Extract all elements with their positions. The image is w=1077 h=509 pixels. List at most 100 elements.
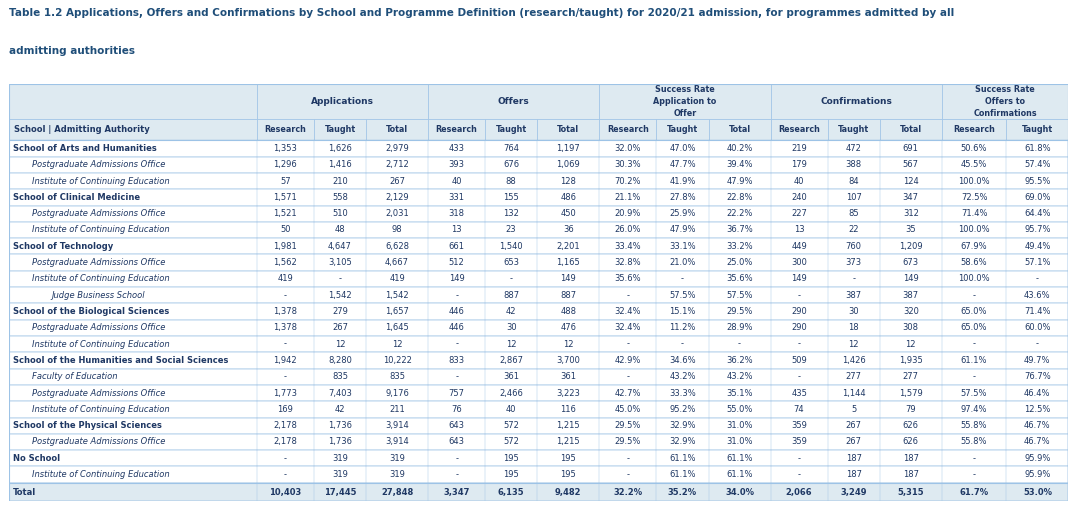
Text: 32.8%: 32.8% [615, 258, 641, 267]
Text: Institute of Continuing Education: Institute of Continuing Education [32, 470, 169, 479]
Text: 1,209: 1,209 [899, 242, 923, 251]
Text: 472: 472 [845, 144, 862, 153]
Text: Total: Total [557, 125, 579, 134]
Bar [256, 84, 428, 119]
Text: School | Admitting Authority: School | Admitting Authority [14, 125, 150, 134]
Text: 43.6%: 43.6% [1024, 291, 1051, 300]
Text: School of Technology: School of Technology [13, 242, 113, 251]
Text: 35: 35 [906, 225, 917, 235]
Text: 34.0%: 34.0% [725, 488, 754, 497]
Text: 6,135: 6,135 [498, 488, 524, 497]
Text: 61.8%: 61.8% [1024, 144, 1051, 153]
Text: 34.6%: 34.6% [669, 356, 696, 365]
Text: 128: 128 [560, 177, 576, 186]
Text: 48: 48 [335, 225, 346, 235]
Bar [9, 254, 1068, 271]
Text: Faculty of Education: Faculty of Education [32, 372, 117, 381]
Text: 33.2%: 33.2% [726, 242, 753, 251]
Bar [9, 119, 256, 140]
Bar [9, 336, 1068, 352]
Text: 211: 211 [389, 405, 405, 414]
Text: 17,445: 17,445 [324, 488, 356, 497]
Text: 277: 277 [903, 372, 919, 381]
Text: 53.0%: 53.0% [1023, 488, 1052, 497]
Text: 40: 40 [451, 177, 462, 186]
Text: -: - [338, 274, 341, 284]
Text: Applications: Applications [311, 97, 374, 106]
Text: 12: 12 [506, 340, 517, 349]
Text: 290: 290 [792, 323, 807, 332]
Text: Taught: Taught [1022, 125, 1053, 134]
Text: 12.5%: 12.5% [1024, 405, 1050, 414]
Text: 387: 387 [903, 291, 919, 300]
Text: 1,165: 1,165 [557, 258, 581, 267]
Text: -: - [681, 274, 684, 284]
Text: 32.9%: 32.9% [669, 437, 696, 446]
Text: 764: 764 [503, 144, 519, 153]
Text: 71.4%: 71.4% [1024, 307, 1050, 316]
Text: Institute of Continuing Education: Institute of Continuing Education [32, 340, 169, 349]
Text: 64.4%: 64.4% [1024, 209, 1050, 218]
Text: Research: Research [436, 125, 477, 134]
Text: Confirmations: Confirmations [974, 108, 1037, 118]
Text: 887: 887 [560, 291, 576, 300]
Bar [9, 222, 1068, 238]
Text: 1,579: 1,579 [899, 388, 923, 398]
Text: -: - [681, 340, 684, 349]
Text: Offer: Offer [673, 108, 697, 118]
Text: 88: 88 [506, 177, 517, 186]
Text: 435: 435 [792, 388, 807, 398]
Text: 320: 320 [903, 307, 919, 316]
Text: 1,736: 1,736 [328, 421, 352, 430]
Text: 155: 155 [503, 193, 519, 202]
Bar [366, 119, 428, 140]
Text: 55.0%: 55.0% [726, 405, 753, 414]
Text: 2,979: 2,979 [386, 144, 409, 153]
Bar [9, 206, 1068, 222]
Text: 1,215: 1,215 [557, 421, 581, 430]
Text: Postgraduate Admissions Office: Postgraduate Admissions Office [32, 388, 165, 398]
Bar [9, 450, 1068, 466]
Bar [9, 303, 1068, 320]
Text: 3,347: 3,347 [444, 488, 470, 497]
Text: -: - [973, 291, 976, 300]
Text: 450: 450 [560, 209, 576, 218]
Text: 45.0%: 45.0% [615, 405, 641, 414]
Text: 57.1%: 57.1% [1024, 258, 1050, 267]
Text: 55.8%: 55.8% [961, 437, 988, 446]
Bar [9, 189, 1068, 206]
Text: 76.7%: 76.7% [1024, 372, 1051, 381]
Text: 486: 486 [560, 193, 576, 202]
Text: 661: 661 [449, 242, 464, 251]
Text: 510: 510 [332, 209, 348, 218]
Text: 76: 76 [451, 405, 462, 414]
Text: 95.9%: 95.9% [1024, 470, 1050, 479]
Text: 50: 50 [280, 225, 291, 235]
Text: 13: 13 [451, 225, 462, 235]
Text: 33.4%: 33.4% [615, 242, 641, 251]
Text: 32.4%: 32.4% [615, 307, 641, 316]
Text: Institute of Continuing Education: Institute of Continuing Education [32, 274, 169, 284]
Bar [428, 119, 485, 140]
Text: -: - [973, 470, 976, 479]
Text: 558: 558 [332, 193, 348, 202]
Text: 36.7%: 36.7% [726, 225, 753, 235]
Text: 512: 512 [449, 258, 464, 267]
Text: -: - [627, 340, 629, 349]
Bar [256, 119, 313, 140]
Bar [9, 157, 1068, 173]
Text: Confirmations: Confirmations [821, 97, 892, 106]
Text: 1,571: 1,571 [274, 193, 297, 202]
Text: 65.0%: 65.0% [961, 307, 988, 316]
Text: 61.1%: 61.1% [726, 454, 753, 463]
Text: Postgraduate Admissions Office: Postgraduate Admissions Office [32, 437, 165, 446]
Text: 2,066: 2,066 [786, 488, 812, 497]
Text: 42.7%: 42.7% [615, 388, 641, 398]
Text: 8,280: 8,280 [328, 356, 352, 365]
Text: 359: 359 [792, 421, 807, 430]
Text: 39.4%: 39.4% [726, 160, 753, 169]
Text: 116: 116 [560, 405, 576, 414]
Text: 488: 488 [560, 307, 576, 316]
Text: 835: 835 [389, 372, 405, 381]
Text: 1,935: 1,935 [899, 356, 923, 365]
